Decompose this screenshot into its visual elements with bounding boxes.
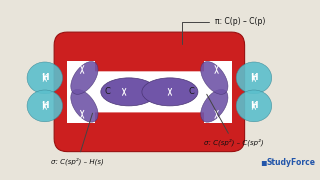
- Text: H: H: [41, 101, 49, 110]
- Text: H: H: [250, 101, 258, 110]
- FancyBboxPatch shape: [67, 61, 95, 123]
- Text: σ: C(sp²) – H(s): σ: C(sp²) – H(s): [51, 113, 104, 165]
- Text: C: C: [188, 87, 194, 96]
- Ellipse shape: [101, 78, 157, 106]
- Text: ▪: ▪: [260, 157, 267, 166]
- Ellipse shape: [71, 62, 98, 94]
- Text: H: H: [41, 73, 49, 82]
- Ellipse shape: [201, 62, 228, 94]
- Text: σ: C(sp²) – C(sp²): σ: C(sp²) – C(sp²): [204, 94, 263, 146]
- Text: H: H: [250, 73, 258, 82]
- FancyBboxPatch shape: [54, 32, 244, 152]
- Ellipse shape: [201, 89, 228, 122]
- Text: C: C: [104, 87, 110, 96]
- Ellipse shape: [27, 62, 62, 94]
- Ellipse shape: [236, 90, 272, 122]
- Ellipse shape: [27, 90, 62, 122]
- Ellipse shape: [236, 62, 272, 94]
- Ellipse shape: [142, 78, 198, 106]
- Text: π: C(p) – C(p): π: C(p) – C(p): [182, 17, 265, 44]
- FancyBboxPatch shape: [67, 71, 232, 112]
- FancyBboxPatch shape: [204, 61, 232, 123]
- Text: StudyForce: StudyForce: [266, 158, 315, 166]
- Ellipse shape: [71, 89, 98, 122]
